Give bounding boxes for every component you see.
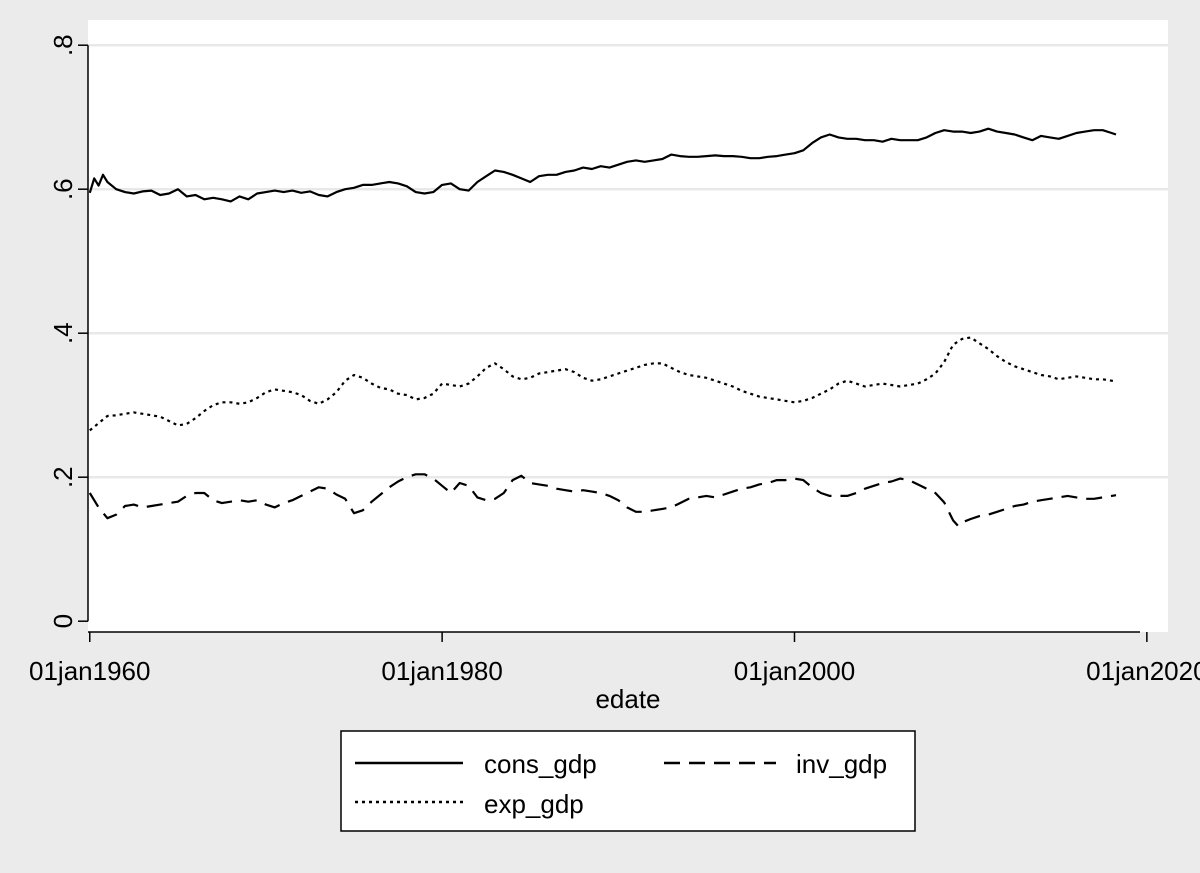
legend-label-inv: inv_gdp bbox=[796, 749, 887, 779]
series-lines bbox=[88, 127, 1117, 528]
plot-area bbox=[88, 20, 1168, 632]
y-tick-label: .6 bbox=[48, 178, 78, 200]
y-tick-label: 0 bbox=[48, 614, 78, 628]
x-tick-label: 01jan2000 bbox=[734, 656, 855, 686]
y-tick-label: .2 bbox=[48, 466, 78, 488]
series-line-exp_gdp bbox=[89, 336, 1117, 432]
x-tick-label: 01jan1960 bbox=[29, 656, 150, 686]
x-axis-label: edate bbox=[595, 684, 660, 714]
legend: cons_gdp inv_gdp exp_gdp bbox=[340, 730, 916, 832]
y-tick-label: .8 bbox=[48, 34, 78, 56]
legend-box bbox=[340, 730, 916, 832]
y-tick-label: .4 bbox=[48, 322, 78, 344]
series-line-cons_gdp bbox=[88, 127, 1117, 203]
series-line-inv_gdp bbox=[88, 473, 1117, 528]
legend-label-cons: cons_gdp bbox=[484, 749, 597, 779]
x-axis: 01jan1960 01jan1980 01jan2000 01jan2020 bbox=[29, 632, 1200, 686]
x-tick-label: 01jan1980 bbox=[381, 656, 502, 686]
legend-label-exp: exp_gdp bbox=[484, 789, 584, 819]
x-tick-label: 01jan2020 bbox=[1086, 656, 1200, 686]
grid-lines bbox=[88, 43, 1168, 479]
y-axis: 0 .2 .4 .6 .8 bbox=[48, 34, 89, 628]
